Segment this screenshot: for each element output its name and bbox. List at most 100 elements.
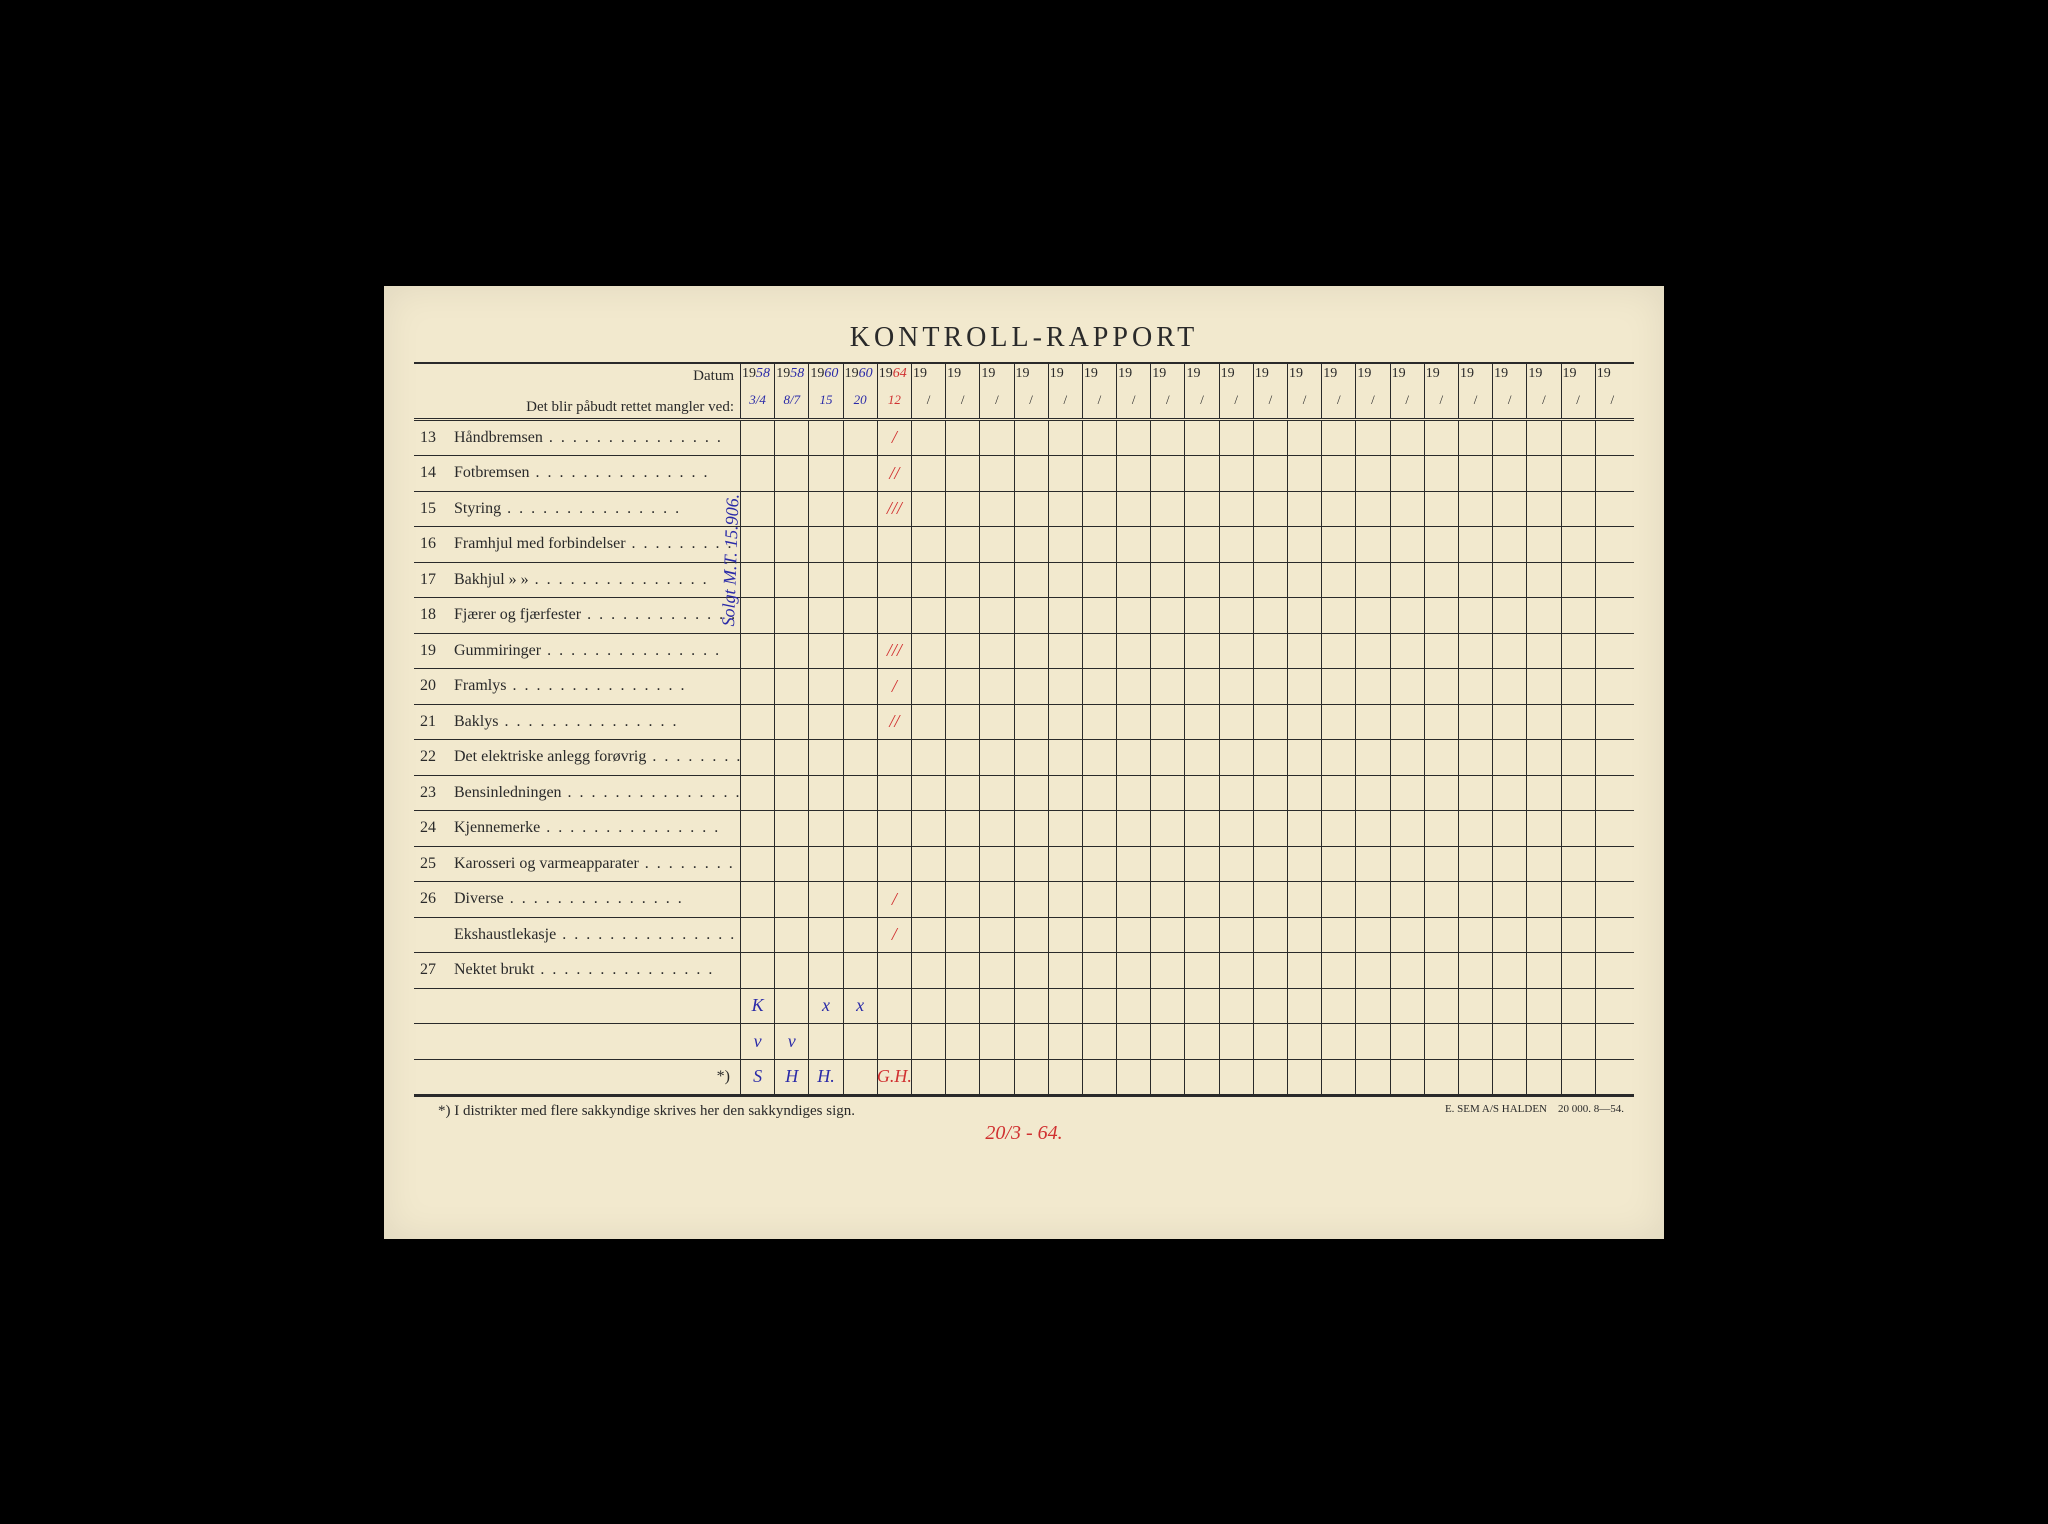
grid-cell — [1561, 953, 1595, 988]
grid-cell — [1287, 1024, 1321, 1059]
row-cells — [740, 598, 1634, 633]
row-text: Det elektriske anlegg forøvrig — [454, 748, 740, 766]
grid-cell — [1321, 989, 1355, 1024]
grid-cell — [1355, 953, 1389, 988]
sub-cell: / — [1185, 390, 1218, 416]
grid-cell — [1595, 705, 1629, 740]
row-text: Gummiringer — [454, 642, 740, 660]
grid-cell — [1253, 705, 1287, 740]
grid-cell — [945, 1024, 979, 1059]
row-cells: / — [740, 882, 1634, 917]
grid-cell — [1116, 669, 1150, 704]
header-col: 196412 — [877, 364, 911, 418]
grid-cell — [1184, 1024, 1218, 1059]
grid-cell — [1048, 918, 1082, 953]
grid-cell — [1219, 492, 1253, 527]
row-label: 23Bensinledningen — [414, 776, 740, 811]
grid-cell — [979, 811, 1013, 846]
grid-cell — [1082, 1060, 1116, 1095]
grid-cell — [1116, 634, 1150, 669]
grid-cell — [1492, 705, 1526, 740]
table-row: 22Det elektriske anlegg forøvrig — [414, 740, 1634, 776]
grid-cell — [808, 492, 842, 527]
grid-cell — [1561, 1024, 1595, 1059]
grid-cell — [1390, 421, 1424, 456]
grid-cell — [1014, 740, 1048, 775]
grid-cell — [1150, 811, 1184, 846]
grid-cell — [1150, 492, 1184, 527]
grid-cell — [1253, 563, 1287, 598]
year-cell: 1958 — [775, 364, 808, 390]
year-cell: 19 — [912, 364, 945, 390]
grid-cell — [1253, 847, 1287, 882]
row-number: 13 — [420, 429, 454, 447]
grid-cell — [877, 953, 911, 988]
grid-cell — [1048, 527, 1082, 562]
grid-cell — [740, 918, 774, 953]
grid-cell — [1150, 705, 1184, 740]
grid-cell — [1561, 918, 1595, 953]
grid-cell — [1595, 811, 1629, 846]
grid-cell — [808, 456, 842, 491]
grid-cell — [1390, 527, 1424, 562]
header-area: Datum Det blir påbudt rettet mangler ved… — [414, 364, 1634, 421]
grid-cell — [979, 918, 1013, 953]
row-number: 20 — [420, 677, 454, 695]
mark: // — [889, 711, 899, 732]
grid-cell — [911, 918, 945, 953]
row-cells — [740, 740, 1634, 775]
grid-cell — [1253, 953, 1287, 988]
grid-cell — [1082, 705, 1116, 740]
year-cell: 19 — [1288, 364, 1321, 390]
grid-cell — [1424, 740, 1458, 775]
sub-cell: 12 — [878, 390, 911, 416]
row-text: Framhjul med forbindelser — [454, 535, 740, 553]
grid-cell — [1321, 634, 1355, 669]
grid-cell — [1458, 740, 1492, 775]
row-cells: SHH.G.H. — [740, 1060, 1634, 1095]
grid-cell — [1184, 492, 1218, 527]
table-row: 16Framhjul med forbindelser — [414, 527, 1634, 563]
grid-cell — [1458, 705, 1492, 740]
grid-cell — [1321, 563, 1355, 598]
sub-cell: / — [1322, 390, 1355, 416]
grid-cell — [1150, 527, 1184, 562]
grid-cell — [945, 882, 979, 917]
year-cell: 19 — [1220, 364, 1253, 390]
grid-cell — [1287, 563, 1321, 598]
year-cell: 19 — [946, 364, 979, 390]
grid-cell — [1355, 421, 1389, 456]
grid-cell — [1082, 847, 1116, 882]
grid-cell — [843, 1060, 877, 1095]
grid-cell — [1321, 1024, 1355, 1059]
grid-cell — [740, 456, 774, 491]
grid-cell — [979, 669, 1013, 704]
grid-cell — [1595, 634, 1629, 669]
row-label: 13Håndbremsen — [414, 421, 740, 456]
grid-cell — [1287, 527, 1321, 562]
grid-cell — [1048, 563, 1082, 598]
grid-cell — [1082, 598, 1116, 633]
grid-cell — [945, 456, 979, 491]
grid-cell — [1116, 598, 1150, 633]
grid-cell — [1082, 776, 1116, 811]
grid-cell — [843, 776, 877, 811]
grid-cell — [1458, 669, 1492, 704]
grid-cell — [1526, 421, 1560, 456]
grid-cell — [1355, 989, 1389, 1024]
grid-cell — [740, 563, 774, 598]
mark: x — [822, 995, 830, 1016]
grid-cell — [1390, 705, 1424, 740]
sub-cell: / — [1220, 390, 1253, 416]
row-text: Håndbremsen — [454, 429, 740, 447]
grid-cell — [1595, 918, 1629, 953]
grid-cell — [1014, 492, 1048, 527]
grid-cell — [808, 1024, 842, 1059]
grid-cell — [1253, 1024, 1287, 1059]
grid-cell — [1390, 598, 1424, 633]
grid-cell — [1116, 492, 1150, 527]
grid-cell — [1321, 740, 1355, 775]
sub-cell: 20 — [844, 390, 877, 416]
grid-cell — [1526, 918, 1560, 953]
grid-cell — [1048, 1060, 1082, 1095]
